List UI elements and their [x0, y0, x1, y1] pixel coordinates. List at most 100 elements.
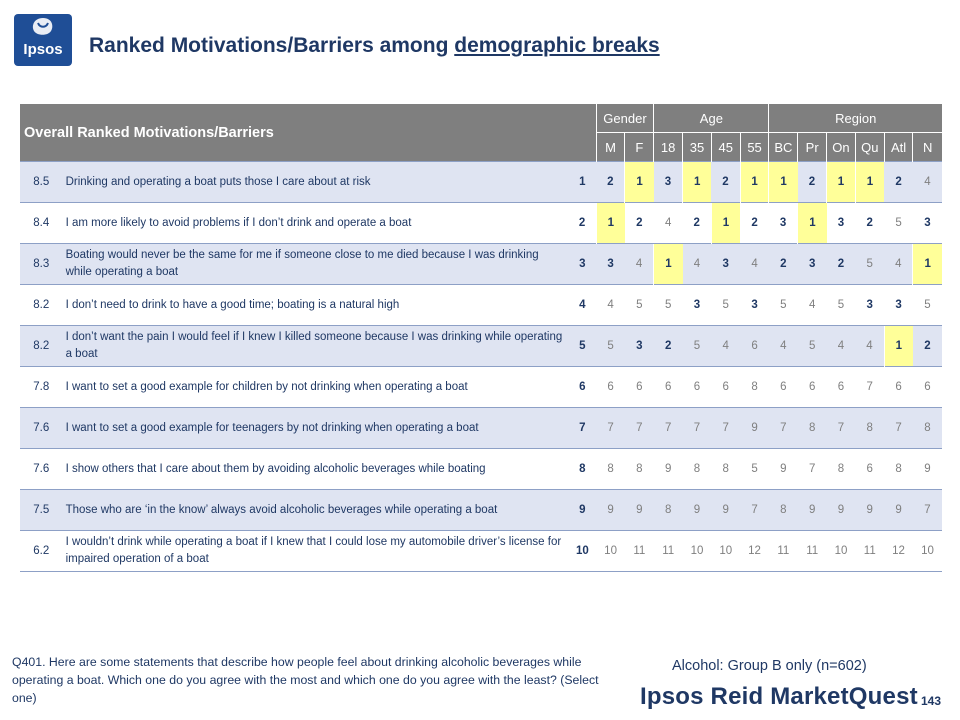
rankings-table: Overall Ranked Motivations/Barriers Gend…: [20, 104, 942, 572]
rank-cell: 3: [855, 284, 885, 326]
rank-cell: 4: [768, 325, 798, 367]
page-number: 143: [921, 694, 942, 708]
group-header-row: Overall Ranked Motivations/Barriers Gend…: [20, 104, 942, 162]
mean-score-cell: 8.2: [20, 325, 63, 367]
column-header: 45: [710, 132, 741, 162]
rank-cell: 10: [912, 530, 942, 572]
table-row: 6.2 I wouldn’t drink while operating a bo…: [20, 530, 942, 572]
statement-cell: I want to set a good example for childre…: [62, 366, 569, 408]
rank-cell: 6: [912, 366, 942, 408]
rank-cell: 12: [884, 530, 913, 572]
mean-score-cell: 8.4: [20, 202, 63, 244]
rank-cell: 12: [740, 530, 769, 572]
rank-cell: 9: [797, 489, 827, 531]
rank-cell: 8: [624, 448, 654, 490]
column-header: 35: [682, 132, 712, 162]
rank-cell: 2: [826, 243, 856, 285]
rank-cell: 4: [711, 325, 741, 367]
rank-cell: 2: [624, 202, 654, 244]
table-row: 8.2 I don’t want the pain I would feel if…: [20, 325, 942, 367]
rank-cell: 6: [682, 366, 712, 408]
column-header: 55: [739, 132, 769, 162]
table-row: 7.5 Those who are ‘in the know’ always av…: [20, 489, 942, 531]
rank-cell: 1: [883, 325, 913, 367]
main-column-header: Overall Ranked Motivations/Barriers: [20, 104, 597, 162]
overall-rank-cell: 8: [568, 448, 597, 490]
rank-cell: 2: [912, 325, 942, 367]
rank-cell: 3: [826, 202, 856, 244]
table-row: 8.3 Boating would never be the same for m…: [20, 243, 942, 285]
column-header: F: [624, 132, 654, 162]
rank-cell: 2: [884, 161, 913, 203]
rank-cell: 9: [768, 448, 798, 490]
table-row: 7.6 I show others that I care about them …: [20, 448, 942, 490]
rank-cell: 8: [826, 448, 856, 490]
rank-cell: 3: [740, 284, 769, 326]
group-header: Gender: [595, 104, 654, 133]
overall-rank-cell: 9: [568, 489, 597, 531]
statement-cell: Drinking and operating a boat puts those…: [62, 161, 569, 203]
rank-cell: 2: [711, 161, 741, 203]
rank-cell: 9: [884, 489, 913, 531]
rank-cell: 9: [826, 489, 856, 531]
rank-cell: 7: [596, 407, 625, 449]
table-body: 8.5 Drinking and operating a boat puts th…: [20, 161, 942, 572]
rank-cell: 4: [855, 325, 885, 367]
rank-cell: 1: [797, 202, 827, 244]
rank-cell: 9: [624, 489, 654, 531]
mean-score-cell: 7.8: [20, 366, 63, 408]
statement-cell: I am more likely to avoid problems if I …: [62, 202, 569, 244]
rank-cell: 8: [912, 407, 942, 449]
column-header-row: M F 18 35 45 55 BC Pr On Qu Atl N: [20, 132, 942, 162]
rank-cell: 8: [682, 448, 712, 490]
rank-cell: 8: [596, 448, 625, 490]
overall-rank-cell: 5: [568, 325, 597, 367]
rank-cell: 8: [797, 407, 827, 449]
rank-cell: 9: [912, 448, 942, 490]
rank-cell: 9: [653, 448, 683, 490]
rank-cell: 4: [884, 243, 913, 285]
table-row: 7.8 I want to set a good example for chil…: [20, 366, 942, 408]
rank-cell: 1: [854, 161, 885, 203]
rank-cell: 10: [682, 530, 712, 572]
overall-rank-cell: 3: [568, 243, 597, 285]
rank-cell: 7: [768, 407, 798, 449]
statement-cell: I want to set a good example for teenage…: [62, 407, 569, 449]
rank-cell: 10: [826, 530, 856, 572]
rank-cell: 5: [826, 284, 856, 326]
rank-cell: 7: [884, 407, 913, 449]
statement-cell: I show others that I care about them by …: [62, 448, 569, 490]
rank-cell: 5: [596, 325, 625, 367]
rank-cell: 5: [768, 284, 798, 326]
brand-logo-text: Ipsos Reid MarketQuest: [640, 683, 918, 710]
rank-cell: 1: [739, 161, 769, 203]
rank-cell: 8: [768, 489, 798, 531]
rank-cell: 7: [682, 407, 712, 449]
rank-cell: 5: [682, 325, 712, 367]
column-header: BC: [768, 132, 798, 162]
table-row: 8.4 I am more likely to avoid problems if…: [20, 202, 942, 244]
overall-rank-cell: 2: [568, 202, 597, 244]
mean-score-cell: 8.5: [20, 161, 63, 203]
mean-score-cell: 8.3: [20, 243, 63, 285]
rank-cell: 10: [596, 530, 625, 572]
mean-score-cell: 7.6: [20, 448, 63, 490]
table-row: 8.2 I don’t need to drink to have a good …: [20, 284, 942, 326]
column-header: 18: [653, 132, 683, 162]
page-title: Ranked Motivations/Barriers among demogr…: [89, 34, 660, 58]
rank-cell: 2: [768, 243, 798, 285]
rank-cell: 3: [624, 325, 654, 367]
rank-cell: 6: [884, 366, 913, 408]
statement-cell: Those who are ‘in the know’ always avoid…: [62, 489, 569, 531]
rank-cell: 1: [710, 202, 741, 244]
rank-cell: 8: [653, 489, 683, 531]
group-header: Region: [768, 104, 942, 133]
rank-cell: 5: [912, 284, 942, 326]
rank-cell: 1: [826, 161, 856, 203]
rank-cell: 4: [624, 243, 654, 285]
rank-cell: 8: [740, 366, 769, 408]
rank-cell: 11: [624, 530, 654, 572]
statement-cell: Boating would never be the same for me i…: [62, 243, 569, 285]
rank-cell: 6: [711, 366, 741, 408]
rank-cell: 9: [740, 407, 769, 449]
